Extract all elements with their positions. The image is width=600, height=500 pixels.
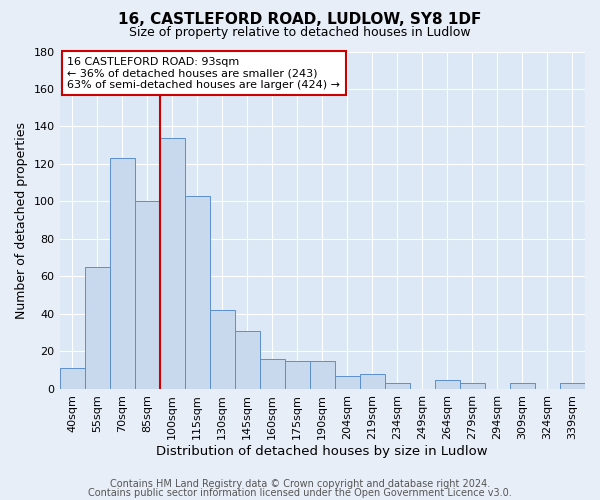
Bar <box>310 361 335 389</box>
Bar <box>460 384 485 389</box>
Bar <box>285 361 310 389</box>
Y-axis label: Number of detached properties: Number of detached properties <box>15 122 28 318</box>
Bar <box>85 267 110 389</box>
Text: Contains HM Land Registry data © Crown copyright and database right 2024.: Contains HM Land Registry data © Crown c… <box>110 479 490 489</box>
Bar <box>360 374 385 389</box>
Bar <box>185 196 209 389</box>
Bar <box>160 138 185 389</box>
Bar <box>560 384 585 389</box>
Text: Size of property relative to detached houses in Ludlow: Size of property relative to detached ho… <box>129 26 471 39</box>
Bar <box>510 384 535 389</box>
Bar <box>134 202 160 389</box>
Bar <box>209 310 235 389</box>
Bar <box>435 380 460 389</box>
Bar <box>260 359 285 389</box>
X-axis label: Distribution of detached houses by size in Ludlow: Distribution of detached houses by size … <box>157 444 488 458</box>
Bar <box>59 368 85 389</box>
Bar <box>335 376 360 389</box>
Bar <box>385 384 410 389</box>
Bar <box>110 158 134 389</box>
Text: Contains public sector information licensed under the Open Government Licence v3: Contains public sector information licen… <box>88 488 512 498</box>
Text: 16, CASTLEFORD ROAD, LUDLOW, SY8 1DF: 16, CASTLEFORD ROAD, LUDLOW, SY8 1DF <box>118 12 482 26</box>
Bar <box>235 331 260 389</box>
Text: 16 CASTLEFORD ROAD: 93sqm
← 36% of detached houses are smaller (243)
63% of semi: 16 CASTLEFORD ROAD: 93sqm ← 36% of detac… <box>67 56 340 90</box>
